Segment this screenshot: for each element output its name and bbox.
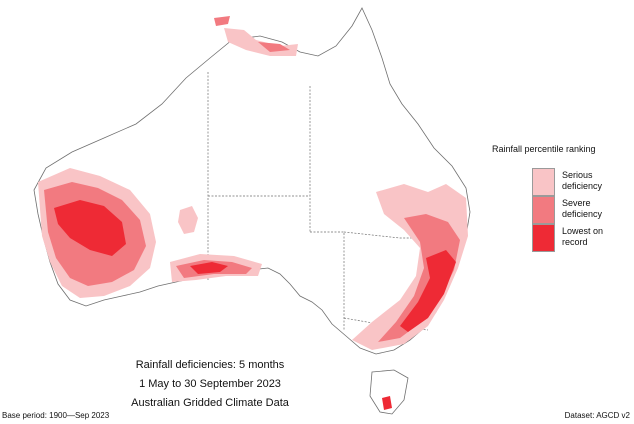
tasmania [369, 369, 409, 415]
sa-coast-region [170, 254, 262, 282]
legend-label-severe: Severe deficiency [562, 198, 603, 219]
sa-lowest-area [190, 262, 228, 274]
sa-qld-nsw-border [310, 231, 345, 330]
east-coast-region [352, 184, 468, 350]
top-end-severe-area [214, 16, 230, 26]
footer-base-period: Base period: 1900—Sep 2023 [2, 411, 110, 420]
map-legend: Rainfall percentile ranking Serious defi… [492, 144, 632, 252]
legend-label-serious: Serious deficiency [562, 170, 603, 191]
east-inland-serious-area [430, 190, 458, 220]
legend-item-serious: Serious deficiency [492, 168, 632, 196]
top-end-region [214, 16, 298, 56]
wa-deficiency-region [38, 168, 156, 298]
wa-lowest-area [54, 200, 126, 256]
legend-swatch-severe [532, 196, 555, 224]
east-lowest-area [400, 250, 456, 332]
legend-swatch-lowest [532, 224, 555, 252]
top-end-severe-area-2 [258, 42, 290, 52]
footer-dataset: Dataset: AGCD v2 [564, 411, 630, 420]
east-severe-area [378, 214, 460, 342]
caption-period: 1 May to 30 September 2023 [139, 378, 281, 390]
qld-nsw-border [343, 231, 452, 239]
tasmania-severe-area [382, 396, 392, 410]
legend-swatch-serious [532, 168, 555, 196]
legend-item-severe: Severe deficiency [492, 196, 632, 224]
legend-item-lowest: Lowest on record [492, 224, 632, 252]
central-serious-patch [178, 206, 198, 234]
legend-title: Rainfall percentile ranking [492, 144, 596, 154]
caption-title: Rainfall deficiencies: 5 months [135, 359, 285, 371]
legend-label-lowest: Lowest on record [562, 226, 604, 247]
caption-source: Australian Gridded Climate Data [131, 397, 289, 409]
